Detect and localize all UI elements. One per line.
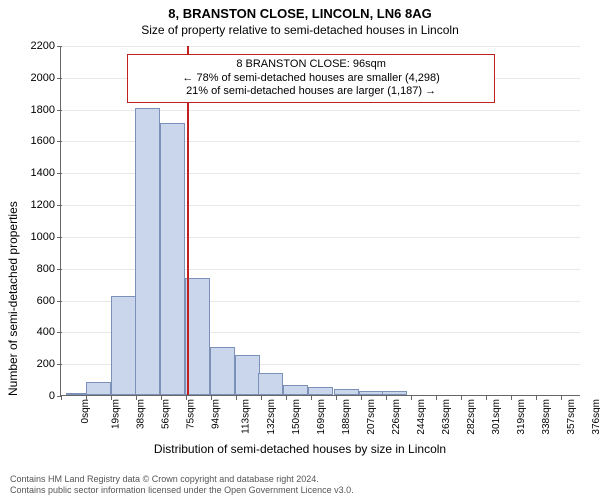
x-tick-label: 169sqm [316, 399, 327, 435]
histogram-bar [308, 387, 333, 395]
x-tick-mark [211, 395, 212, 400]
x-tick-label: 75sqm [186, 399, 197, 429]
histogram-bar [210, 347, 235, 395]
callout-box: 8 BRANSTON CLOSE: 96sqm← 78% of semi-det… [127, 54, 496, 103]
x-tick-mark [361, 395, 362, 400]
x-tick-mark [511, 395, 512, 400]
x-tick-mark [536, 395, 537, 400]
x-tick-mark [286, 395, 287, 400]
x-tick-mark [486, 395, 487, 400]
x-tick-label: 113sqm [240, 399, 251, 434]
x-tick-label: 207sqm [366, 399, 377, 435]
footer-line-1: Contains HM Land Registry data © Crown c… [10, 474, 590, 485]
x-tick-label: 188sqm [341, 399, 352, 435]
plot-area: 0200400600800100012001400160018002000220… [60, 46, 580, 396]
x-tick-mark [261, 395, 262, 400]
callout-line: ← 78% of semi-detached houses are smalle… [134, 72, 489, 86]
footer-attribution: Contains HM Land Registry data © Crown c… [10, 474, 590, 496]
chart-title-sub: Size of property relative to semi-detach… [0, 21, 600, 41]
footer-line-2: Contains public sector information licen… [10, 485, 590, 496]
histogram-bar [382, 391, 407, 395]
x-tick-mark [561, 395, 562, 400]
histogram-bar [334, 389, 359, 395]
x-tick-mark [311, 395, 312, 400]
y-tick-label: 200 [37, 358, 61, 370]
x-tick-mark [86, 395, 87, 400]
y-tick-label: 1400 [31, 167, 61, 179]
x-tick-mark [336, 395, 337, 400]
x-axis-label: Distribution of semi-detached houses by … [0, 442, 600, 456]
x-tick-mark [111, 395, 112, 400]
x-tick-mark [461, 395, 462, 400]
x-tick-label: 263sqm [441, 399, 452, 435]
x-tick-label: 132sqm [266, 399, 277, 435]
x-tick-mark [61, 395, 62, 400]
x-tick-mark [386, 395, 387, 400]
x-tick-label: 282sqm [466, 399, 477, 435]
x-tick-label: 338sqm [541, 399, 552, 435]
y-tick-label: 1800 [31, 104, 61, 116]
y-tick-label: 600 [37, 295, 61, 307]
x-tick-label: 226sqm [391, 399, 402, 435]
x-tick-mark [236, 395, 237, 400]
y-tick-label: 800 [37, 263, 61, 275]
x-tick-label: 301sqm [491, 399, 502, 435]
callout-line: 21% of semi-detached houses are larger (… [134, 85, 489, 99]
x-tick-mark [436, 395, 437, 400]
y-tick-label: 1600 [31, 135, 61, 147]
x-tick-label: 94sqm [211, 399, 222, 429]
x-tick-label: 376sqm [591, 399, 600, 435]
histogram-bar [235, 355, 260, 395]
histogram-bar [111, 296, 136, 395]
x-tick-label: 0sqm [80, 399, 91, 423]
x-tick-label: 38sqm [136, 399, 147, 429]
y-tick-label: 400 [37, 326, 61, 338]
x-tick-mark [411, 395, 412, 400]
x-tick-label: 19sqm [111, 399, 122, 429]
x-tick-label: 319sqm [516, 399, 527, 435]
x-tick-label: 244sqm [416, 399, 427, 435]
histogram-bar [86, 382, 111, 395]
gridline [61, 46, 580, 47]
callout-line: 8 BRANSTON CLOSE: 96sqm [134, 58, 489, 72]
x-tick-mark [186, 395, 187, 400]
x-tick-label: 150sqm [291, 399, 302, 435]
chart-title-main: 8, BRANSTON CLOSE, LINCOLN, LN6 8AG [0, 0, 600, 21]
x-tick-mark [161, 395, 162, 400]
histogram-bar [283, 385, 308, 395]
x-tick-label: 357sqm [566, 399, 577, 435]
y-tick-label: 2200 [31, 40, 61, 52]
y-axis-label: Number of semi-detached properties [6, 201, 20, 396]
y-tick-label: 1200 [31, 199, 61, 211]
property-size-chart: 8, BRANSTON CLOSE, LINCOLN, LN6 8AG Size… [0, 0, 600, 500]
histogram-bar [359, 391, 384, 395]
histogram-bar [160, 123, 185, 395]
histogram-bar [135, 108, 160, 395]
y-tick-label: 0 [49, 390, 61, 402]
x-tick-mark [136, 395, 137, 400]
histogram-bar [258, 373, 283, 395]
x-tick-label: 56sqm [161, 399, 172, 429]
y-tick-label: 1000 [31, 231, 61, 243]
y-tick-label: 2000 [31, 72, 61, 84]
